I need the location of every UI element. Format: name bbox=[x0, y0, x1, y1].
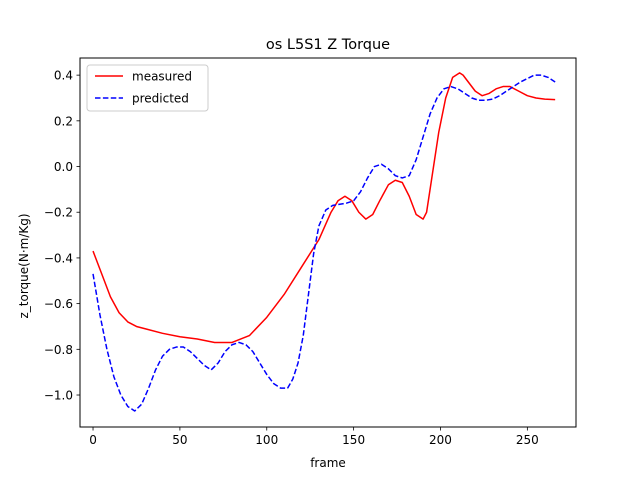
legend-label-measured: measured bbox=[132, 70, 192, 84]
x-tick-label: 200 bbox=[429, 433, 452, 447]
y-axis: −1.0 −0.8 −0.6 −0.4 −0.2 0.0 0.2 0.4 bbox=[44, 69, 80, 403]
x-tick-label: 100 bbox=[255, 433, 278, 447]
legend: measured predicted bbox=[86, 64, 209, 112]
x-axis-label: frame bbox=[310, 456, 346, 470]
series-line-measured bbox=[92, 72, 556, 344]
y-axis-label: z_torque(N·m/Kg) bbox=[17, 213, 31, 318]
y-tick-label: 0.4 bbox=[54, 69, 73, 83]
x-tick-label: 250 bbox=[516, 433, 539, 447]
y-tick-label: −0.8 bbox=[44, 343, 73, 357]
y-tick-label: −0.2 bbox=[44, 206, 73, 220]
chart-title: os L5S1 Z Torque bbox=[266, 37, 390, 53]
y-tick-label: −0.4 bbox=[44, 251, 73, 265]
series-line-predicted bbox=[92, 74, 556, 412]
x-axis: 0 50 100 150 200 250 bbox=[89, 427, 539, 447]
y-tick-label: −0.6 bbox=[44, 297, 73, 311]
y-tick-label: 0.0 bbox=[54, 160, 73, 174]
y-tick-label: −1.0 bbox=[44, 389, 73, 403]
x-tick-label: 50 bbox=[172, 433, 187, 447]
x-tick-label: 0 bbox=[89, 433, 97, 447]
plot-frame bbox=[79, 57, 577, 428]
x-tick-label: 150 bbox=[342, 433, 365, 447]
legend-label-predicted: predicted bbox=[132, 92, 189, 106]
series-layer bbox=[92, 72, 556, 412]
y-tick-label: 0.2 bbox=[54, 114, 73, 128]
